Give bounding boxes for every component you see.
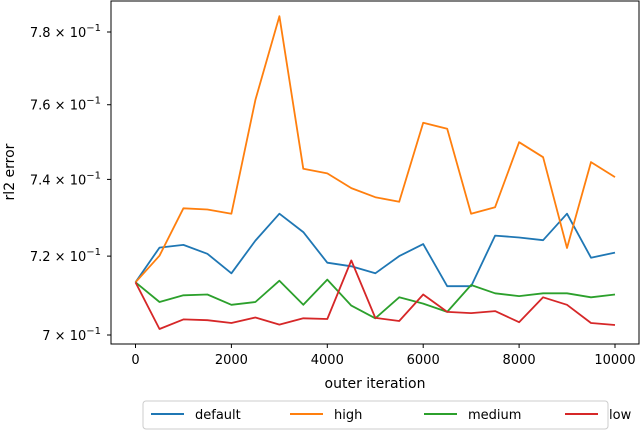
- y-tick-label: 7 × 10−1: [42, 326, 101, 344]
- y-tick-label: 7.8 × 10−1: [30, 23, 101, 41]
- legend-label: low: [609, 408, 632, 423]
- x-tick-label: 4000: [311, 353, 344, 368]
- y-tick-label: 7.2 × 10−1: [30, 247, 101, 265]
- x-tick-label: 2000: [215, 353, 248, 368]
- series-line-low: [134, 259, 616, 330]
- x-tick-label: 6000: [407, 353, 440, 368]
- series-line-default: [134, 212, 616, 288]
- legend-item-high: high: [290, 408, 362, 423]
- legend: default high medium low: [142, 400, 632, 430]
- x-tick-label: 0: [131, 353, 139, 368]
- series-line-high: [134, 15, 616, 283]
- legend-item-default: default: [151, 408, 241, 423]
- y-axis-label: rl2 error: [2, 143, 18, 200]
- y-tick-label: 7.6 × 10−1: [30, 96, 101, 114]
- y-axis-ticks: 7 × 10−1 7.2 × 10−1 7.4 × 10−1 7.6 × 10−1 7.…: [30, 23, 111, 344]
- legend-item-medium: medium: [424, 408, 521, 423]
- series-line-medium: [134, 278, 616, 320]
- axes-frame: [110, 0, 640, 345]
- legend-label: default: [195, 408, 241, 423]
- legend-label: medium: [468, 408, 521, 423]
- legend-item-low: low: [565, 408, 632, 423]
- x-tick-label: 10000: [594, 353, 635, 368]
- plot-series-group: [134, 15, 616, 330]
- legend-label: high: [334, 408, 362, 423]
- y-tick-label: 7.4 × 10−1: [30, 170, 101, 188]
- x-axis-label: outer iteration: [325, 376, 426, 392]
- x-axis-ticks: 0 2000 4000 6000 8000 10000: [131, 344, 636, 368]
- legend-box: [142, 400, 609, 430]
- x-tick-label: 8000: [503, 353, 536, 368]
